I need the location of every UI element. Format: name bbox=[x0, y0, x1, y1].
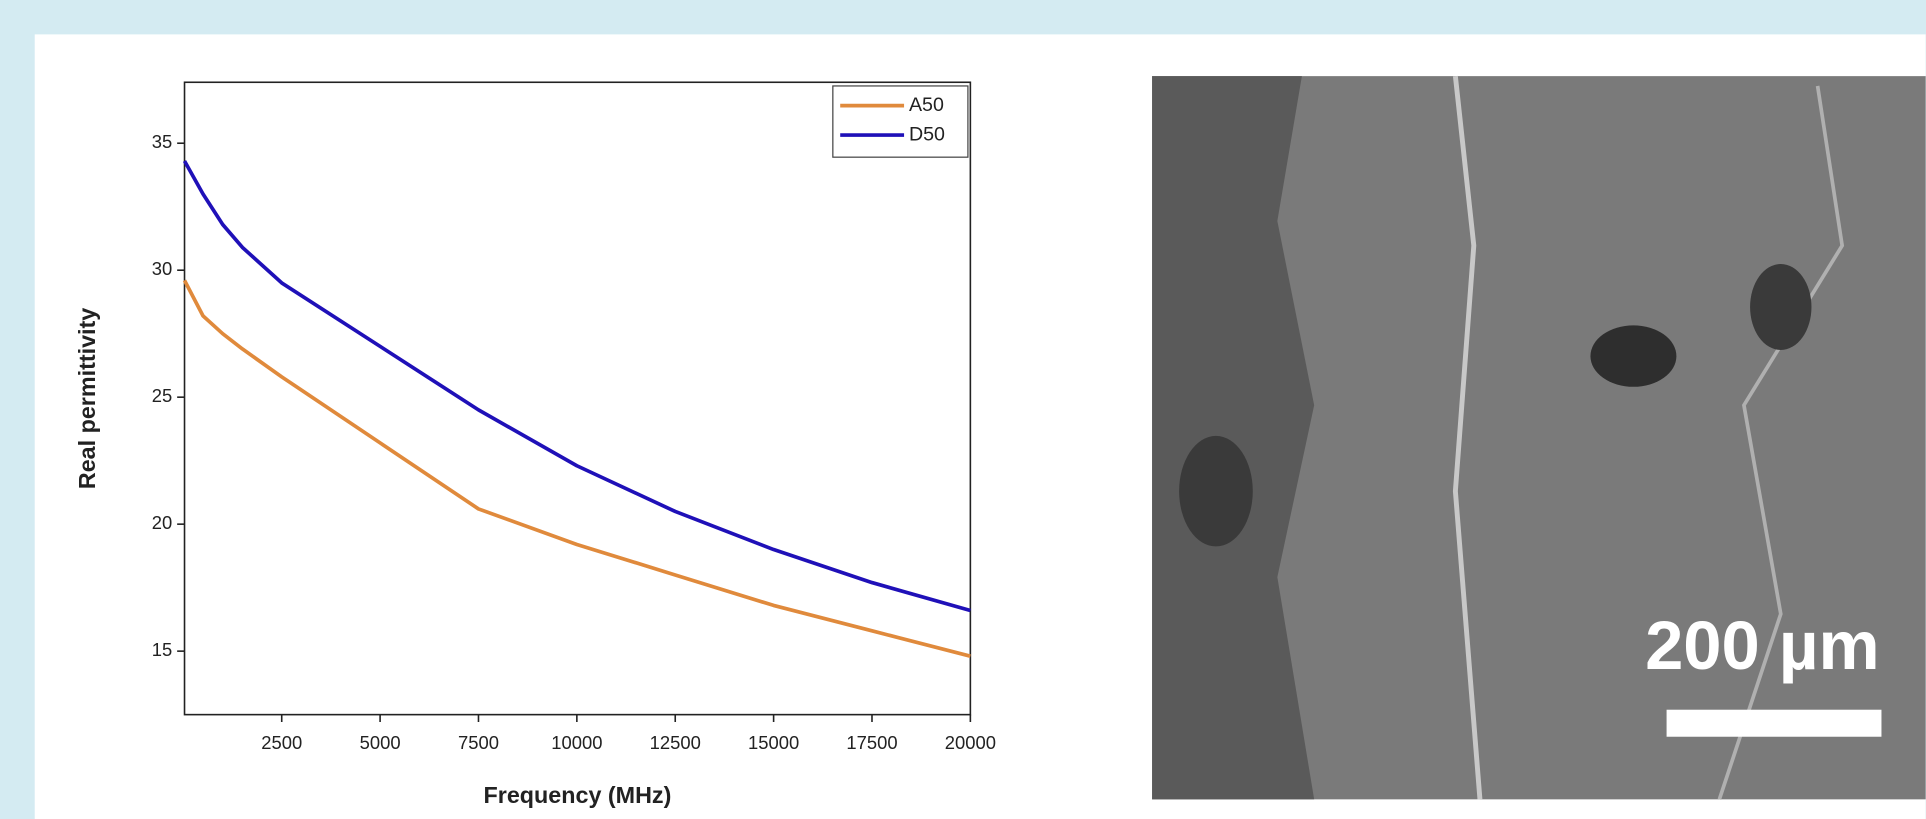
chart: 15 20 25 30 35 2500 5000 7500 10000 12500 15000 175… bbox=[74, 81, 996, 808]
sem-pore bbox=[1179, 435, 1253, 547]
scale-bar bbox=[1666, 709, 1882, 737]
sem-image: 200 µm bbox=[1152, 75, 1926, 800]
sem-ridge bbox=[1717, 85, 1845, 800]
y-axis-label: Real permittivity bbox=[74, 308, 100, 489]
x-tick-label: 15000 bbox=[748, 732, 799, 753]
sem-pore bbox=[1590, 325, 1677, 387]
y-tick-label: 25 bbox=[152, 385, 172, 406]
legend-label: D50 bbox=[909, 123, 945, 145]
y-tick-label: 20 bbox=[152, 512, 172, 533]
x-tick-label: 10000 bbox=[551, 732, 602, 753]
y-tick-label: 15 bbox=[152, 639, 172, 660]
legend-box bbox=[832, 85, 969, 158]
scale-label: 200 µm bbox=[1645, 607, 1880, 684]
x-tick-label: 17500 bbox=[846, 732, 897, 753]
sem-texture bbox=[1152, 76, 1315, 800]
x-tick-label: 2500 bbox=[261, 732, 302, 753]
sem-pore bbox=[1750, 263, 1812, 350]
x-tick-label: 5000 bbox=[360, 732, 401, 753]
y-tick-label: 30 bbox=[152, 258, 172, 279]
line-series bbox=[182, 160, 971, 613]
x-axis-label: Frequency (MHz) bbox=[484, 782, 672, 808]
line-series bbox=[182, 279, 971, 659]
x-tick-label: 7500 bbox=[458, 732, 499, 753]
x-tick-label: 20000 bbox=[945, 732, 996, 753]
x-tick-label: 12500 bbox=[650, 732, 701, 753]
legend-label: A50 bbox=[909, 94, 944, 116]
y-tick-label: 35 bbox=[152, 131, 172, 152]
sem-ridge bbox=[1452, 75, 1483, 800]
